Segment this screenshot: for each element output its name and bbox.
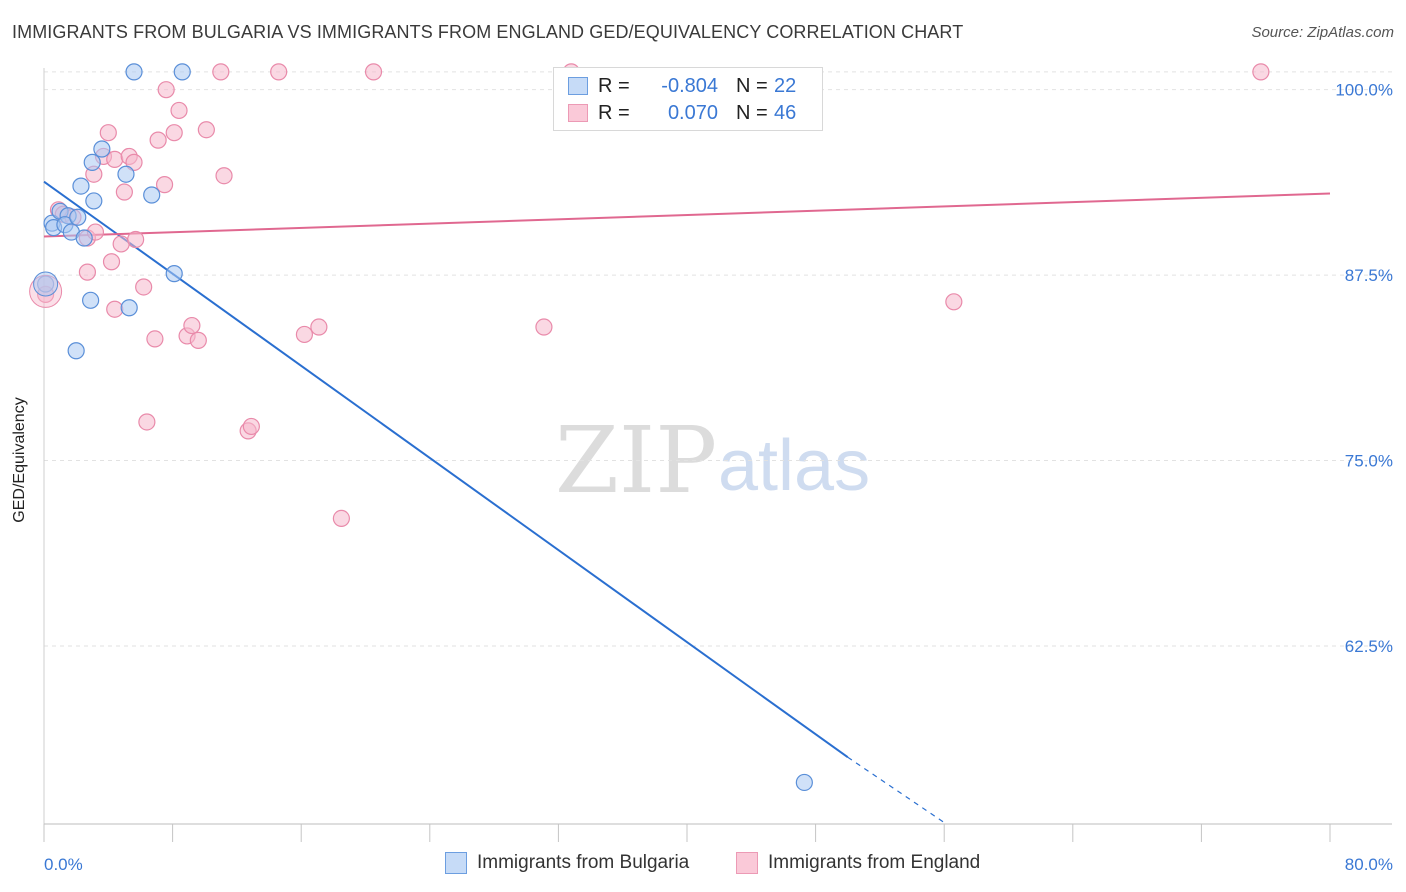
- bulgaria-point: [67, 342, 85, 360]
- data-points: [29, 63, 1270, 792]
- y-tick-label: 87.5%: [1345, 266, 1393, 285]
- england-point: [115, 183, 133, 201]
- england-point: [945, 293, 963, 311]
- y-tick-label: 62.5%: [1345, 637, 1393, 656]
- england-point: [242, 417, 260, 436]
- england-point: [102, 253, 121, 271]
- england-point: [127, 230, 145, 249]
- england-point: [157, 81, 175, 99]
- legend-r-value: 0.070: [667, 101, 718, 124]
- series-legend: Immigrants from Bulgaria Immigrants from…: [0, 852, 1406, 878]
- england-trend-line: [43, 192, 1331, 238]
- y-axis-label: GED/Equivalency: [11, 397, 28, 523]
- england-point: [138, 413, 156, 431]
- legend-swatch-bulgaria: [568, 77, 588, 95]
- england-point: [1252, 63, 1270, 81]
- legend-n-value: 22: [774, 74, 797, 97]
- legend-row-bulgaria: R = -0.804 N = 22: [568, 74, 796, 98]
- series-legend-england: Immigrants from England: [736, 852, 980, 874]
- england-point: [170, 101, 188, 120]
- england-point: [535, 318, 553, 336]
- chart-title: IMMIGRANTS FROM BULGARIA VS IMMIGRANTS F…: [12, 22, 964, 42]
- x-tick-label: 80.0%: [1345, 855, 1393, 874]
- bulgaria-point: [75, 229, 93, 247]
- england-point: [155, 176, 174, 194]
- england-point: [310, 318, 328, 336]
- england-point: [364, 63, 383, 81]
- axes: [43, 68, 1392, 842]
- england-point: [146, 330, 164, 348]
- legend-n-value: 46: [774, 101, 797, 124]
- england-point: [189, 331, 207, 349]
- bulgaria-point: [173, 63, 191, 81]
- series-legend-bulgaria: Immigrants from Bulgaria: [445, 852, 689, 874]
- bulgaria-point: [72, 177, 90, 195]
- england-point: [106, 150, 124, 168]
- england-point: [270, 63, 288, 81]
- legend-row-england: R = 0.070 N = 46: [568, 101, 796, 125]
- bulgaria-point: [117, 165, 135, 183]
- bulgaria-point: [33, 271, 59, 297]
- legend-n-label: N =: [736, 74, 768, 97]
- england-point: [125, 153, 143, 171]
- watermark-atlas: atlas: [718, 426, 870, 506]
- bulgaria-point: [165, 265, 183, 283]
- england-point: [165, 124, 183, 142]
- legend-r-label: R =: [598, 101, 630, 124]
- grid-lines: [44, 71, 1392, 647]
- bulgaria-point: [85, 192, 103, 210]
- england-point: [112, 235, 130, 253]
- england-point: [183, 316, 201, 335]
- series-legend-label: Immigrants from England: [768, 852, 981, 873]
- y-tick-label: 75.0%: [1345, 452, 1393, 471]
- bulgaria-point: [93, 140, 111, 158]
- england-point: [197, 121, 215, 139]
- tick-labels: 62.5% 75.0% 87.5% 100.0% 0.0% 80.0%: [44, 81, 1393, 874]
- bulgaria-point: [82, 291, 100, 309]
- legend-r-value: -0.804: [661, 74, 718, 97]
- england-point: [106, 300, 124, 318]
- bulgaria-point: [795, 773, 813, 792]
- series-legend-label: Immigrants from Bulgaria: [477, 852, 690, 873]
- series-swatch-bulgaria: [445, 852, 467, 874]
- bulgaria-point: [125, 63, 143, 81]
- england-point: [212, 63, 230, 81]
- bulgaria-trend-extension: [847, 756, 945, 824]
- england-point: [135, 278, 153, 296]
- stats-legend: R = -0.804 N = 22 R = 0.070 N = 46: [553, 67, 823, 131]
- x-tick-label: 0.0%: [44, 855, 83, 874]
- england-point: [78, 263, 97, 281]
- y-tick-label: 100.0%: [1335, 81, 1393, 100]
- legend-n-label: N =: [736, 101, 768, 124]
- england-point: [215, 167, 233, 185]
- bulgaria-point: [83, 153, 101, 171]
- chart-source: Source: ZipAtlas.com: [1251, 24, 1394, 41]
- legend-r-label: R =: [598, 74, 630, 97]
- legend-swatch-england: [568, 104, 588, 122]
- england-point: [295, 325, 314, 344]
- bulgaria-point: [69, 208, 87, 226]
- bulgaria-point: [143, 186, 161, 204]
- england-point: [149, 131, 167, 149]
- england-point: [99, 124, 117, 142]
- bulgaria-point: [120, 299, 138, 317]
- england-point: [332, 509, 350, 528]
- series-swatch-england: [736, 852, 758, 874]
